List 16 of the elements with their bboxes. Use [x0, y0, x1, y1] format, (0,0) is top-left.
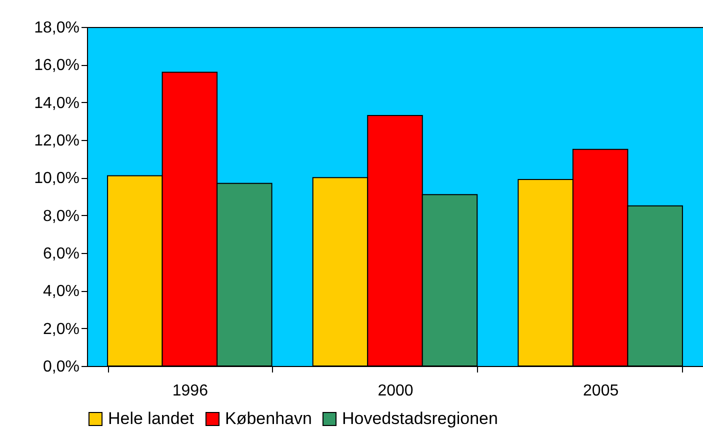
- y-tick-label: 8,0%: [43, 208, 80, 225]
- y-tick-label: 16,0%: [34, 57, 80, 74]
- y-tick-label: 6,0%: [43, 246, 80, 262]
- y-tick-label: 14,0%: [34, 94, 80, 112]
- legend-label: Hovedstadsregionen: [342, 408, 498, 428]
- y-tick-label: 2,0%: [43, 320, 80, 338]
- y-tick-label: 4,0%: [43, 283, 80, 300]
- legend-label: Hele landet: [108, 408, 194, 428]
- y-tick-label: 12,0%: [34, 132, 80, 150]
- y-tick-label: 18,0%: [34, 20, 80, 36]
- legend-label: København: [225, 408, 312, 428]
- y-tick-label: 10,0%: [34, 170, 80, 188]
- x-tick-label: 1996: [172, 382, 208, 400]
- y-tick-label: 0,0%: [43, 358, 80, 376]
- x-tick-label: 2000: [378, 382, 414, 400]
- x-tick-label: 2005: [583, 382, 619, 400]
